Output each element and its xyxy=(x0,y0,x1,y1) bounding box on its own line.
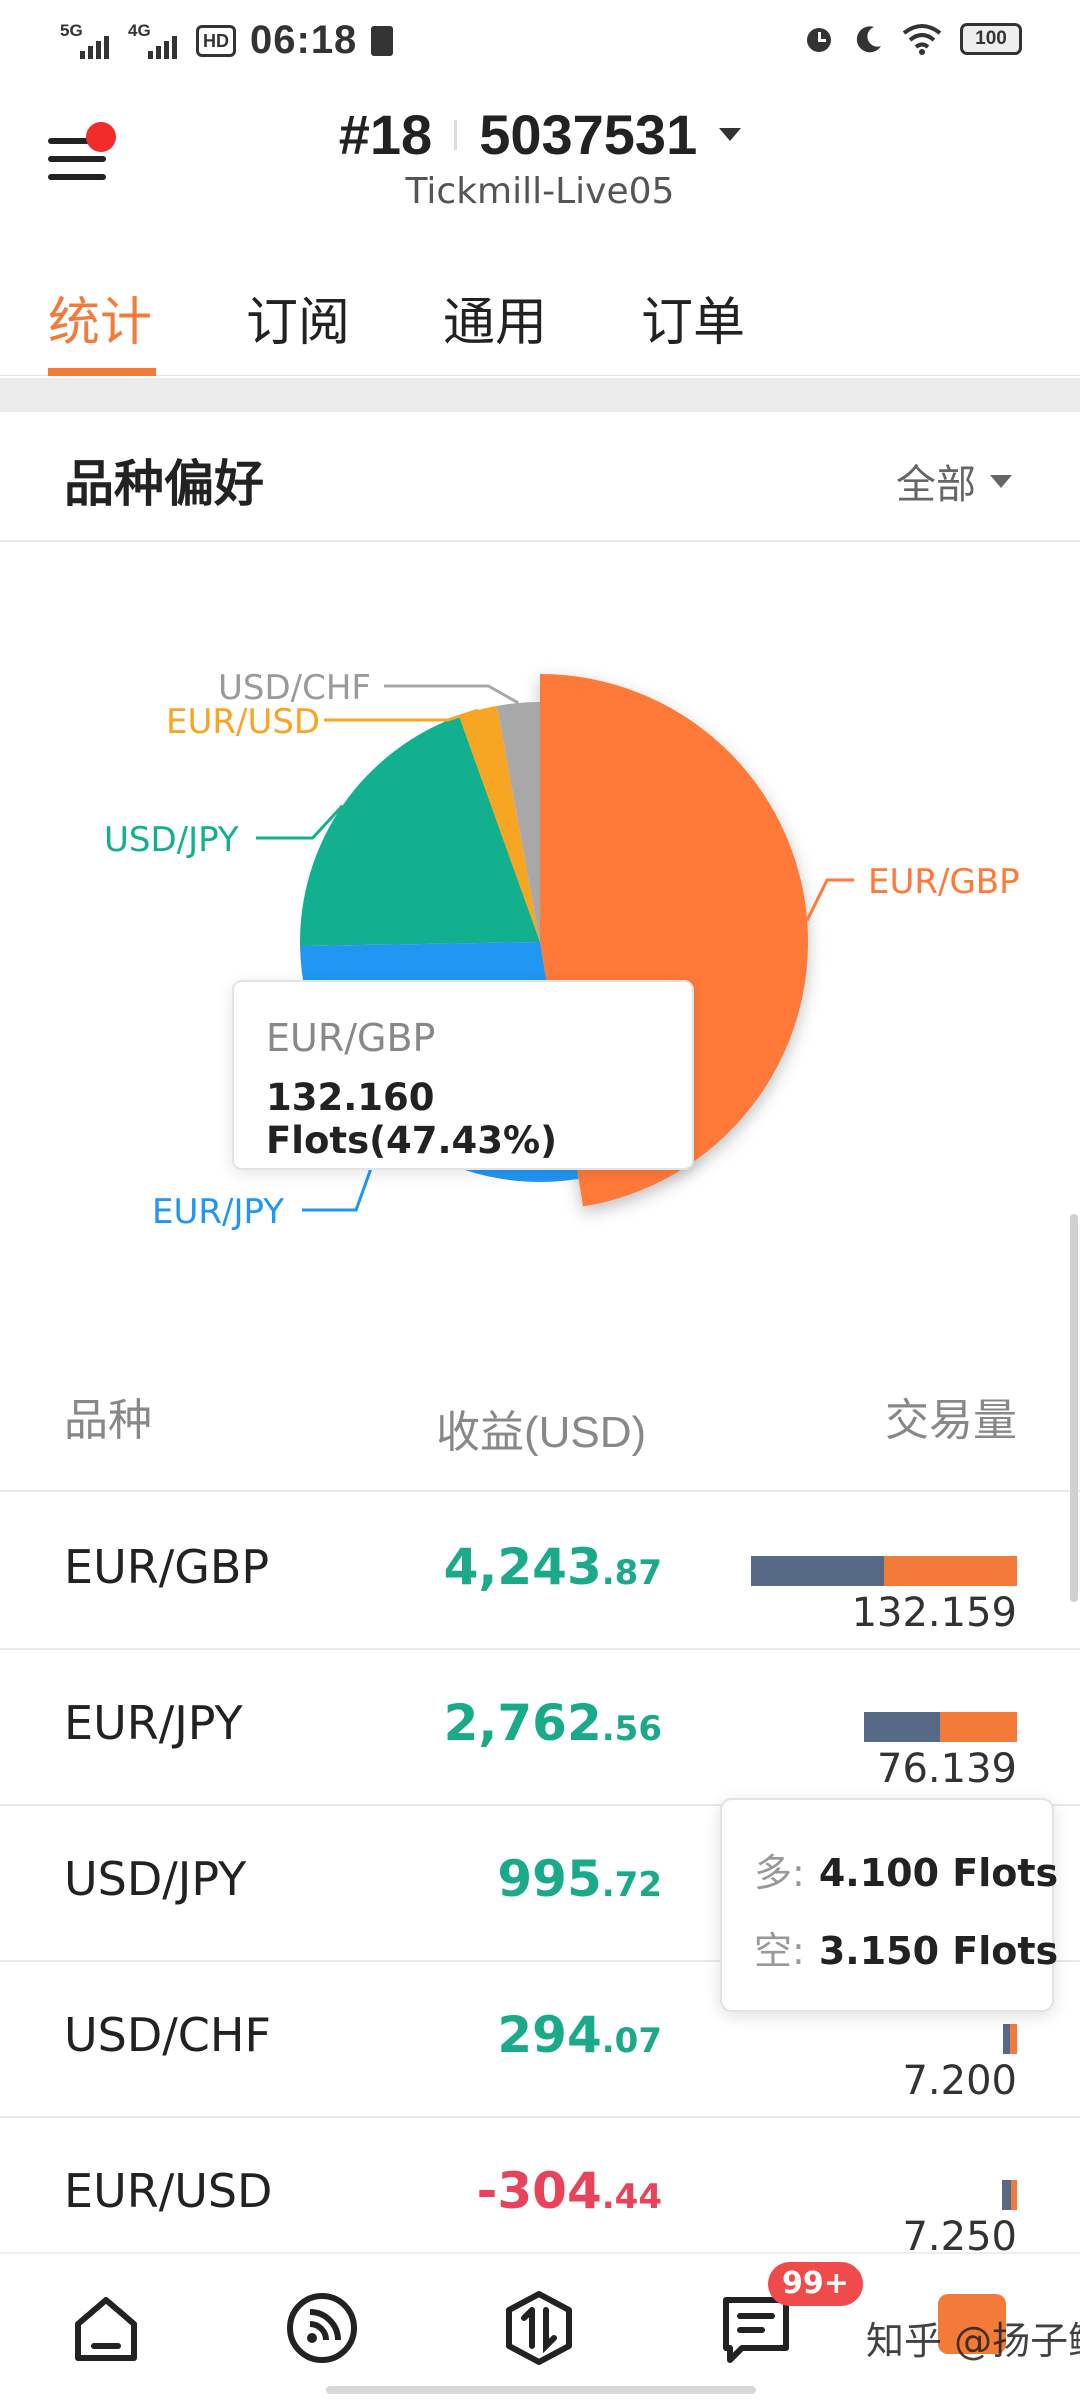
account-number: 5037531 xyxy=(479,103,698,166)
profit-value: 4,243.87 xyxy=(443,1538,662,1596)
table-header: 品种 收益(USD) 交易量 xyxy=(0,1340,1080,1492)
long-label: 多: xyxy=(754,1851,805,1895)
volume-value: 132.159 xyxy=(851,1590,1017,1636)
table-row[interactable]: USD/JPY 995.72 xyxy=(0,1806,1080,1962)
leader-line xyxy=(805,878,854,922)
volume-bar[interactable] xyxy=(863,1712,1017,1742)
bottom-nav: 99+ xyxy=(0,2252,1080,2400)
table-row[interactable]: EUR/GBP 4,243.87 132.159 xyxy=(0,1494,1080,1650)
table-row[interactable]: EUR/USD -304.44 7.250 xyxy=(0,2118,1080,2274)
signal-5g-icon: 5G xyxy=(60,21,114,61)
profile-icon[interactable] xyxy=(938,2294,1006,2354)
section-title: 品种偏好 xyxy=(64,456,264,512)
pie-label-eur-gbp: EUR/GBP xyxy=(868,862,1020,902)
section-header: 品种偏好 全部 xyxy=(0,412,1080,542)
volume-bar[interactable] xyxy=(1002,2180,1017,2210)
header-volume: 交易量 xyxy=(885,1396,1017,1445)
volume-tooltip: 多: 4.100 Flots 空: 3.150 Flots xyxy=(720,1798,1058,2012)
symbol: EUR/GBP xyxy=(64,1540,270,1594)
pie-chart: EUR/GBP EUR/JPY USD/JPY EUR/USD USD/CHF … xyxy=(0,542,1080,1302)
symbol: EUR/JPY xyxy=(64,1696,243,1750)
server-name: Tickmill-Live05 xyxy=(405,171,675,212)
wifi-icon xyxy=(902,24,942,55)
header-symbol: 品种 xyxy=(64,1396,152,1445)
tab-general[interactable]: 通用 xyxy=(443,294,548,352)
volume-bar[interactable] xyxy=(751,1556,1017,1586)
leader-line xyxy=(256,804,344,840)
pie-label-eur-usd: EUR/USD xyxy=(166,702,321,742)
symbol: USD/CHF xyxy=(64,2008,271,2062)
tab-stats[interactable]: 统计 xyxy=(48,294,153,352)
watermark: 知乎 @扬子鳄1 xyxy=(866,2319,1080,2363)
table-row[interactable]: USD/CHF 294.07 7.200 xyxy=(0,1962,1080,2118)
active-tab-indicator xyxy=(48,368,156,376)
tooltip-value: 132.160 Flots(47.43%) xyxy=(266,1076,558,1162)
home-icon[interactable] xyxy=(66,2288,146,2368)
short-label: 空: xyxy=(754,1929,805,1973)
filter-dropdown[interactable]: 全部 xyxy=(896,452,1012,510)
home-indicator[interactable] xyxy=(326,2386,756,2394)
symbol: USD/JPY xyxy=(64,1852,247,1906)
volume-bar[interactable] xyxy=(1002,2024,1017,2054)
tab-subscribe[interactable]: 订阅 xyxy=(246,294,351,352)
pie-label-usd-jpy: USD/JPY xyxy=(104,820,239,860)
account-selector[interactable]: #18 5037531 Tickmill-Live05 xyxy=(0,102,1080,212)
profit-value: 294.07 xyxy=(497,2006,662,2064)
app-header: #18 5037531 Tickmill-Live05 xyxy=(0,80,1080,230)
alarm-icon xyxy=(807,28,831,52)
volume-value: 7.200 xyxy=(902,2058,1017,2104)
account-prefix: #18 xyxy=(338,103,433,166)
moon-icon xyxy=(856,26,881,53)
trade-icon[interactable] xyxy=(499,2288,579,2368)
leader-line xyxy=(384,684,520,705)
divider xyxy=(0,378,1080,412)
tab-bar: 统计 订阅 通用 订单 xyxy=(0,230,1080,376)
unread-badge: 99+ xyxy=(768,2262,863,2306)
menu-button[interactable] xyxy=(48,122,116,188)
volume-value: 76.139 xyxy=(877,1746,1017,1792)
clipboard-icon xyxy=(371,25,394,56)
message-icon[interactable] xyxy=(716,2288,796,2368)
chevron-down-icon xyxy=(990,474,1012,488)
pie-slice-eur-usd[interactable] xyxy=(459,705,540,942)
header-pnl: 收益(USD) xyxy=(436,1408,647,1457)
signal-4g-icon: 4G xyxy=(128,21,182,61)
profit-value: 995.72 xyxy=(497,1850,662,1908)
clock: 06:18 xyxy=(250,18,358,62)
pie-label-usd-chf: USD/CHF xyxy=(218,668,371,708)
tooltip-label: EUR/GBP xyxy=(266,1016,436,1060)
scrollbar[interactable] xyxy=(1070,1214,1078,1602)
loss-value: -304.44 xyxy=(476,2162,662,2220)
symbol: EUR/USD xyxy=(64,2164,273,2218)
chevron-down-icon xyxy=(719,128,742,141)
pie-label-eur-jpy: EUR/JPY xyxy=(152,1192,284,1232)
pie-chart-canvas xyxy=(256,674,854,1212)
status-bar: 5G 4G HD 06:18 100 xyxy=(0,0,1080,80)
pie-slice-usd-jpy[interactable] xyxy=(300,716,540,947)
long-value: 4.100 Flots xyxy=(818,1851,1059,1895)
battery-icon: 100 xyxy=(960,23,1022,55)
chart-tooltip: EUR/GBP 132.160 Flots(47.43%) xyxy=(232,980,694,1170)
tab-orders[interactable]: 订单 xyxy=(641,294,746,352)
filter-value: 全部 xyxy=(896,463,976,507)
table-row[interactable]: EUR/JPY 2,762.56 76.139 xyxy=(0,1650,1080,1806)
short-value: 3.150 Flots xyxy=(818,1929,1059,1973)
feed-icon[interactable] xyxy=(282,2288,362,2368)
notification-dot xyxy=(86,122,116,152)
hd-voice-icon: HD xyxy=(196,24,236,57)
pie-slice-usd-chf[interactable] xyxy=(496,702,540,942)
leader-line xyxy=(324,708,479,722)
profit-value: 2,762.56 xyxy=(443,1694,662,1752)
